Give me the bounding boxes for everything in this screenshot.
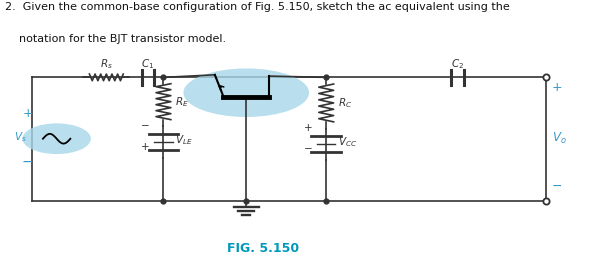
Ellipse shape: [183, 68, 309, 117]
Circle shape: [23, 123, 91, 154]
Text: $C_2$: $C_2$: [451, 58, 464, 71]
Text: +: +: [22, 107, 33, 120]
Text: −: −: [552, 180, 562, 193]
Text: 2.  Given the common-base configuration of Fig. 5.150, sketch the ac equivalent : 2. Given the common-base configuration o…: [5, 2, 510, 12]
Text: $V_{CC}$: $V_{CC}$: [337, 135, 357, 149]
Text: $C_1$: $C_1$: [141, 58, 155, 71]
Text: $V_s$: $V_s$: [14, 131, 27, 144]
Text: −: −: [303, 144, 312, 154]
Text: +: +: [141, 142, 149, 152]
Text: −: −: [141, 121, 150, 131]
Text: $V_{LE}$: $V_{LE}$: [175, 133, 192, 147]
Text: notation for the BJT transistor model.: notation for the BJT transistor model.: [5, 34, 227, 44]
Text: $R_C$: $R_C$: [337, 96, 352, 110]
Text: +: +: [304, 123, 312, 133]
Text: $V_o$: $V_o$: [552, 131, 566, 146]
Text: $R_E$: $R_E$: [175, 95, 189, 108]
Text: FIG. 5.150: FIG. 5.150: [227, 242, 300, 255]
Text: +: +: [552, 81, 562, 94]
Text: −: −: [22, 154, 33, 169]
Text: $R_s$: $R_s$: [100, 58, 113, 71]
